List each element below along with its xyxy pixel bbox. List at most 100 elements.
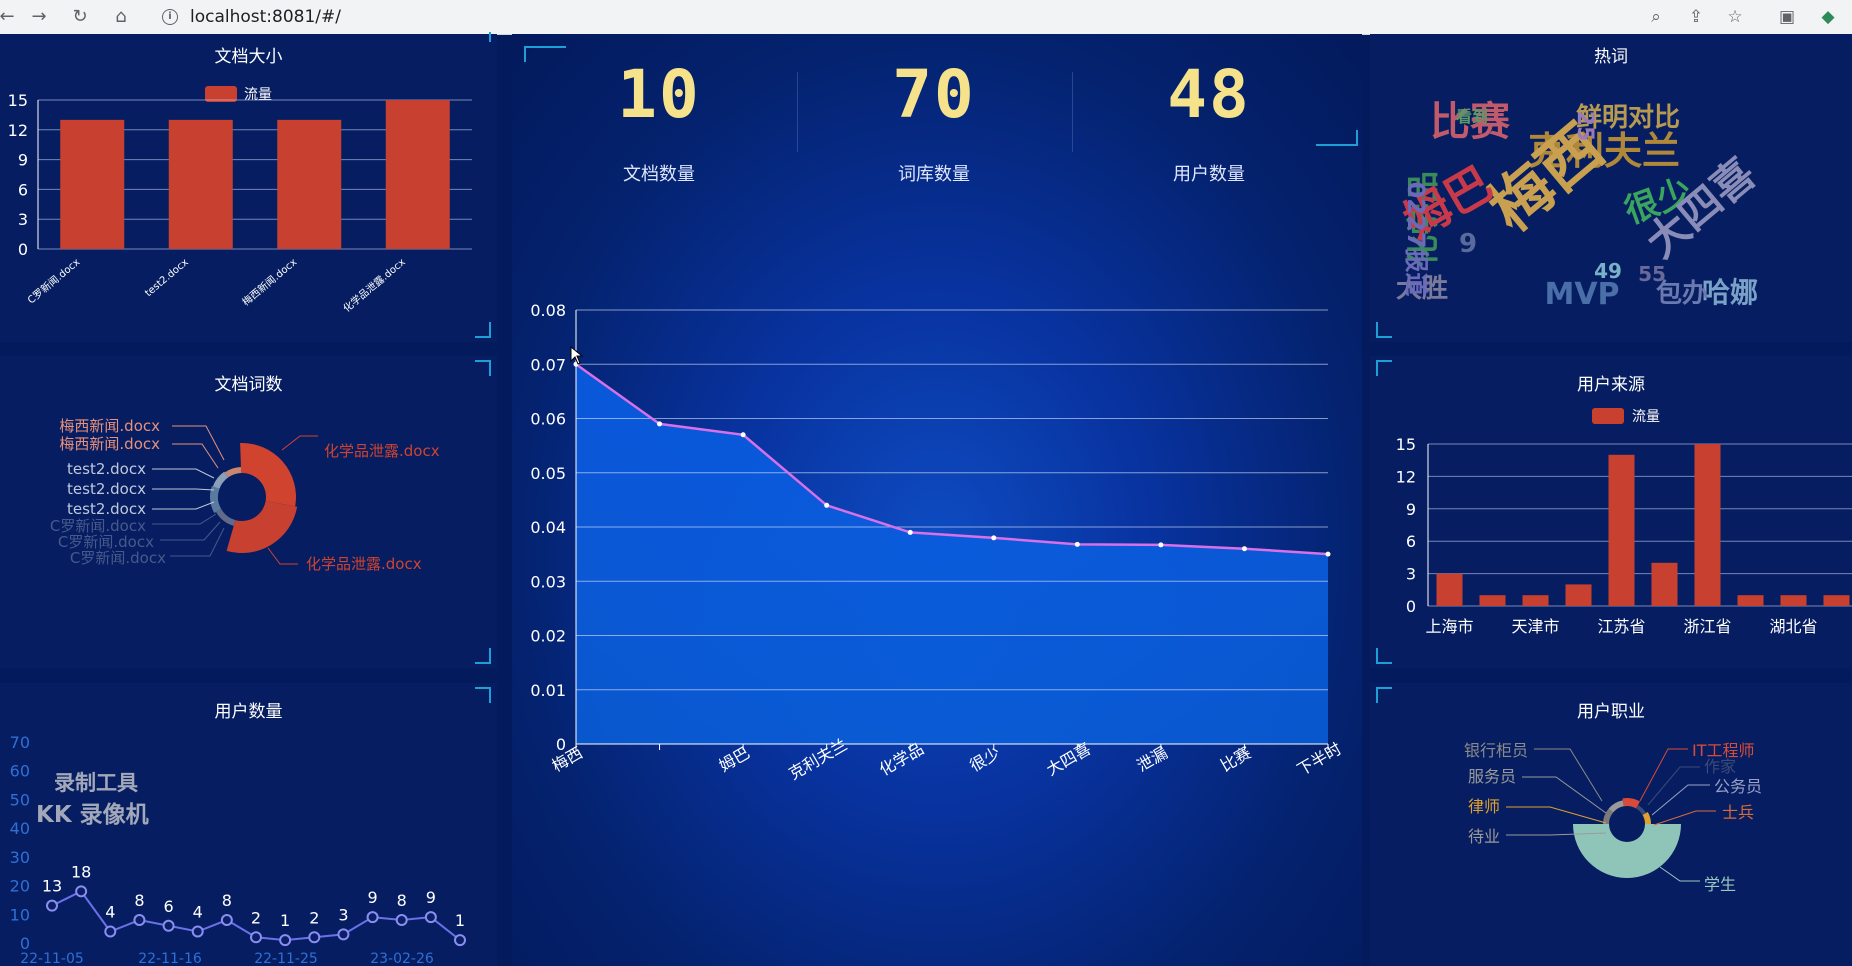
word-cloud-word: 49 xyxy=(1594,259,1622,283)
x-tick-label: 大四喜 xyxy=(1043,739,1094,779)
data-point xyxy=(424,911,437,924)
corner-decoration xyxy=(1376,687,1392,703)
data-point xyxy=(220,914,233,927)
rose-slice xyxy=(1636,804,1647,815)
panel-title: 用户来源 xyxy=(1577,375,1645,395)
stat-user-count-label: 用户数量 xyxy=(1173,164,1245,185)
legend-swatch xyxy=(1592,408,1624,424)
y-tick-label: 40 xyxy=(10,819,30,838)
data-point xyxy=(46,899,58,912)
data-point xyxy=(75,885,88,898)
site-info-icon[interactable]: i xyxy=(162,9,178,25)
zoom-icon[interactable]: ⌕ xyxy=(1651,7,1661,27)
data-point xyxy=(1241,546,1247,552)
corner-decoration xyxy=(475,648,491,664)
data-point xyxy=(824,502,830,508)
y-tick-label: 15 xyxy=(1396,435,1416,454)
y-tick-label: 0.04 xyxy=(530,518,566,537)
y-tick-label: 0.01 xyxy=(530,681,566,700)
panel-title: 热词 xyxy=(1594,47,1628,67)
bar xyxy=(168,119,233,249)
doc-size-chart: 流量 0 3 6 9 12 15 C罗新闻.docx test2.docx 梅西新闻.docx 化学… xyxy=(8,86,472,315)
y-tick-label: 0 xyxy=(1406,597,1416,616)
word-cloud-word: 克利夫兰 xyxy=(1528,129,1680,173)
y-tick-label: 0.08 xyxy=(530,301,566,320)
home-icon[interactable]: ⌂ xyxy=(115,6,127,27)
area-fill xyxy=(576,364,1328,744)
x-tick-label: 天津市 xyxy=(1511,617,1559,636)
y-tick-label: 50 xyxy=(10,790,30,809)
stat-user-count: 48 xyxy=(1167,56,1251,133)
y-tick-label: 0.06 xyxy=(530,410,566,429)
label-leader xyxy=(281,435,318,451)
data-point xyxy=(1158,542,1164,548)
bar xyxy=(1608,454,1635,606)
watermark-line2: KK 录像机 xyxy=(36,802,149,828)
address-bar[interactable]: localhost:8081/#/ xyxy=(190,7,341,27)
slice-label: test2.docx xyxy=(67,500,146,518)
data-point xyxy=(250,931,262,944)
panel-user-count: 用户数量 0 10 20 30 40 50 60 70 13 18 4 8 6 4 8 2 1 2 3 9 8 9 1 22-… xyxy=(0,683,497,966)
reload-icon[interactable]: ↻ xyxy=(72,6,88,27)
word-cloud-word: 55 xyxy=(1638,262,1666,286)
share-icon[interactable]: ⇪ xyxy=(1688,7,1704,27)
rose-slice xyxy=(1642,812,1651,824)
label-leader xyxy=(152,501,215,510)
data-label: 13 xyxy=(42,877,62,896)
data-label: 1 xyxy=(280,911,290,930)
label-leader xyxy=(172,425,225,461)
x-tick-label: 比赛 xyxy=(1217,743,1254,775)
corner-decoration xyxy=(475,32,491,42)
data-point xyxy=(366,911,379,924)
panel-doc-size: 文档大小 流量 0 3 6 9 12 15 C罗新闻.docx test2.docx 梅西新闻.d… xyxy=(0,32,497,342)
data-point xyxy=(308,931,321,944)
slice-label: 公务员 xyxy=(1714,777,1762,796)
data-label: 9 xyxy=(426,888,436,907)
word-cloud-word: 9 xyxy=(1459,229,1477,259)
bar xyxy=(385,100,450,249)
slice-label: 化学品泄露.docx xyxy=(306,555,422,573)
y-tick-label: 0.02 xyxy=(530,627,566,646)
x-tick-label: C罗新闻.docx xyxy=(25,255,82,306)
divider xyxy=(1072,72,1073,152)
slice-label: 梅西新闻.docx xyxy=(59,417,160,435)
data-label: 3 xyxy=(338,905,348,924)
panel-title: 文档大小 xyxy=(214,47,283,67)
y-tick-label: 9 xyxy=(18,151,28,170)
label-leader xyxy=(1522,776,1607,814)
rose-slice xyxy=(1622,798,1640,809)
y-tick-label: 3 xyxy=(18,210,28,229)
slice-label: 梅西新闻.docx xyxy=(59,435,160,453)
slice-label: 作家 xyxy=(1704,757,1736,776)
word-cloud-word: 25 xyxy=(1572,111,1597,142)
sidebar-icon[interactable]: ▣ xyxy=(1778,7,1796,27)
data-label: 6 xyxy=(163,897,173,916)
stat-lexicon-count: 70 xyxy=(892,56,976,133)
extension-icon[interactable]: ◆ xyxy=(1821,7,1835,27)
data-point xyxy=(104,925,117,938)
donut-slice xyxy=(226,501,298,553)
label-leader xyxy=(170,527,225,557)
stats-bar: 10 文档数量 70 词库数量 48 用户数量 xyxy=(512,34,1362,200)
y-tick-label: 15 xyxy=(8,91,28,110)
donut-slice xyxy=(210,486,222,513)
word-cloud-word: 鲜明对比 xyxy=(1576,103,1680,133)
data-point xyxy=(162,919,175,932)
x-tick-label: 化学品 xyxy=(876,739,927,779)
rose-slice xyxy=(1608,800,1624,813)
label-leader xyxy=(152,488,215,491)
data-point xyxy=(454,934,466,947)
label-leader xyxy=(1534,748,1603,802)
legend-label: 流量 xyxy=(1632,409,1660,425)
bookmark-star-icon[interactable]: ☆ xyxy=(1727,7,1743,27)
x-tick-label: 下半时 xyxy=(1294,739,1345,779)
word-cloud-word: 哈娜 xyxy=(1702,276,1758,309)
forward-icon[interactable]: → xyxy=(31,6,47,27)
back-icon[interactable]: ← xyxy=(0,6,15,27)
data-point xyxy=(657,421,663,427)
x-tick-label: 泄漏 xyxy=(1134,743,1171,775)
stat-lexicon-count-label: 词库数量 xyxy=(898,164,970,185)
corner-decoration xyxy=(1376,648,1392,664)
